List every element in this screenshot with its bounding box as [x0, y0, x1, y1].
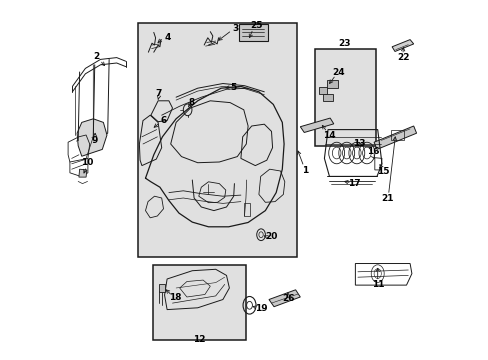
Polygon shape — [391, 40, 413, 51]
Bar — [390, 130, 403, 140]
Text: 5: 5 — [230, 83, 236, 92]
Bar — [318, 87, 326, 94]
Polygon shape — [268, 290, 300, 307]
Polygon shape — [77, 119, 107, 156]
Text: 22: 22 — [397, 53, 409, 62]
Text: 1: 1 — [301, 166, 307, 175]
Bar — [152, 265, 246, 340]
Bar — [159, 284, 164, 292]
Text: 7: 7 — [155, 89, 162, 98]
Text: 18: 18 — [169, 293, 181, 302]
Text: 17: 17 — [347, 179, 360, 188]
Text: 3: 3 — [232, 24, 238, 33]
Text: 16: 16 — [366, 148, 379, 157]
Text: 6: 6 — [160, 116, 166, 125]
Text: 21: 21 — [380, 194, 392, 203]
Text: 14: 14 — [323, 131, 335, 140]
Text: 25: 25 — [249, 22, 262, 31]
Bar — [326, 80, 337, 88]
Text: 19: 19 — [255, 305, 267, 313]
Text: 8: 8 — [188, 98, 194, 107]
Text: 4: 4 — [164, 33, 171, 42]
Polygon shape — [300, 118, 333, 132]
Text: 15: 15 — [376, 167, 389, 176]
Text: 11: 11 — [371, 280, 384, 289]
Polygon shape — [373, 126, 416, 149]
Bar — [314, 49, 375, 146]
Text: 2: 2 — [93, 52, 99, 61]
Text: 9: 9 — [92, 136, 98, 145]
Bar — [138, 23, 296, 257]
Text: 12: 12 — [193, 335, 205, 343]
Text: 24: 24 — [332, 68, 345, 77]
Text: 23: 23 — [338, 40, 350, 49]
Bar — [244, 203, 250, 216]
Text: 26: 26 — [282, 294, 294, 303]
Text: 20: 20 — [265, 233, 277, 242]
Text: 10: 10 — [81, 158, 93, 167]
Bar — [238, 24, 267, 41]
Polygon shape — [79, 169, 87, 177]
Bar — [322, 94, 332, 101]
Text: 13: 13 — [353, 139, 365, 148]
